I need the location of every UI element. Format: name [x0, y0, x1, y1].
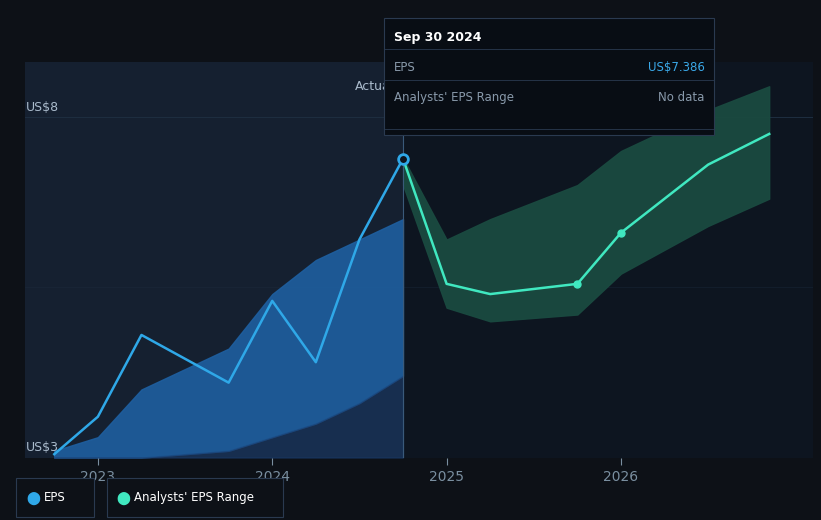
- Text: No data: No data: [658, 92, 704, 104]
- Text: US$8: US$8: [26, 100, 59, 113]
- Text: ⬤: ⬤: [26, 491, 40, 504]
- Text: Analysts' EPS Range: Analysts' EPS Range: [394, 92, 514, 104]
- Text: EPS: EPS: [44, 491, 65, 504]
- Text: Analysts' EPS Range: Analysts' EPS Range: [134, 491, 254, 504]
- Text: US$7.386: US$7.386: [648, 61, 704, 74]
- Bar: [25, 62, 403, 458]
- Text: Analysts Forecasts: Analysts Forecasts: [412, 80, 528, 93]
- Text: Sep 30 2024: Sep 30 2024: [394, 31, 482, 45]
- Text: Actual: Actual: [355, 80, 394, 93]
- Text: EPS: EPS: [394, 61, 415, 74]
- Text: US$3: US$3: [26, 441, 59, 454]
- Text: ⬤: ⬤: [117, 491, 131, 504]
